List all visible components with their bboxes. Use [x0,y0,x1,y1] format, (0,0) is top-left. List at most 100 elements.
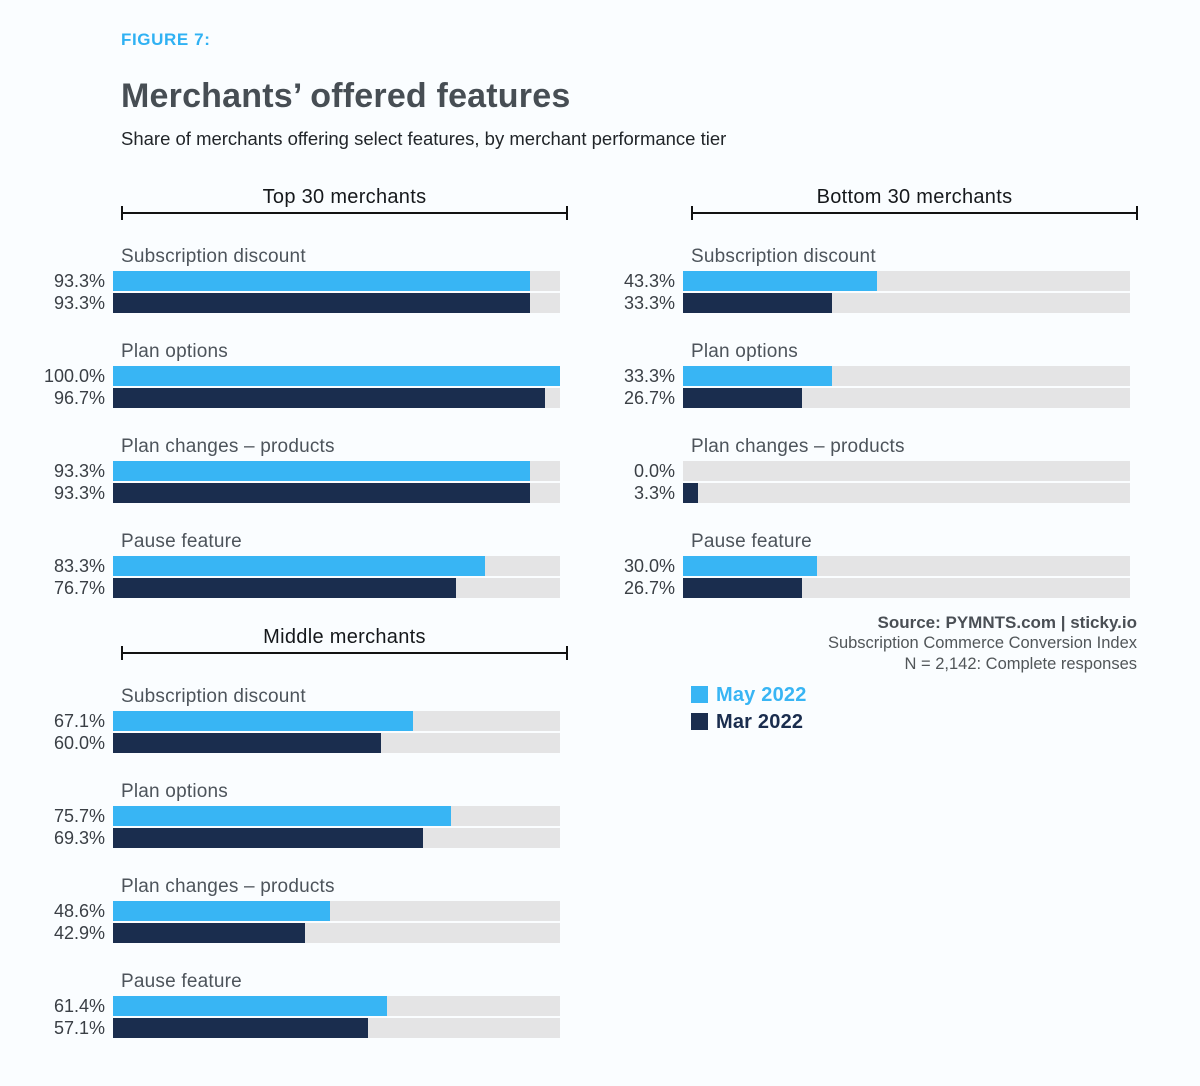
group-header-middle-merchants: Middle merchants [121,626,568,660]
bar-fill-mar-2022 [113,483,531,503]
bar-row-mar-2022: 69.3% [0,828,568,848]
bar-track [113,733,560,753]
bar-fill-may-2022 [113,806,452,826]
bar-value: 93.3% [53,271,105,291]
legend-swatch-icon [691,713,708,730]
bar-value: 93.3% [53,293,105,313]
bar-value: 26.7% [623,388,675,408]
bar-row-may-2022: 43.3% [570,271,1200,291]
bar-track [683,461,1130,481]
bar-row-may-2022: 48.6% [0,901,568,921]
bar-row-mar-2022: 33.3% [570,293,1200,313]
bar-track [113,923,560,943]
bar-track [113,578,560,598]
bar-fill-may-2022 [683,556,818,576]
bar-value: 26.7% [623,578,675,598]
bar-track [113,806,560,826]
bar-value: 69.3% [53,828,105,848]
bar-row-mar-2022: 93.3% [0,483,568,503]
bar-fill-may-2022 [113,366,560,386]
legend-item-mar-2022: Mar 2022 [691,710,1137,733]
bar-fill-mar-2022 [683,293,832,313]
legend-label: Mar 2022 [716,710,804,733]
bar-track [113,556,560,576]
bar-fill-may-2022 [113,996,388,1016]
group-middle-merchants: Middle merchants Subscription discount 67.… [0,626,568,1038]
bar-value: 0.0% [633,461,675,481]
bar-row-mar-2022: 60.0% [0,733,568,753]
bar-track [683,388,1130,408]
feature-label: Subscription discount [121,246,306,267]
bar-row-may-2022: 93.3% [0,461,568,481]
bar-track [113,366,560,386]
bar-row-mar-2022: 26.7% [570,578,1200,598]
feature-label: Plan options [121,341,228,362]
feature-label: Plan options [121,781,228,802]
bar-value: 3.3% [633,483,675,503]
bar-fill-may-2022 [113,901,331,921]
bar-value: 30.0% [623,556,675,576]
bar-track [113,271,560,291]
feature-label: Plan changes – products [691,436,905,457]
bar-value: 48.6% [53,901,105,921]
feature-label: Plan changes – products [121,436,335,457]
feature-pause-feature: Pause feature 30.0% 26.7% [570,531,1200,598]
group-title: Middle merchants [263,626,426,648]
source-block: Source: PYMNTS.com | sticky.io Subscript… [570,612,1137,675]
group-header-bottom-30-merchants: Bottom 30 merchants [691,186,1138,220]
meta-block: Source: PYMNTS.com | sticky.io Subscript… [570,612,1137,733]
legend: May 2022 Mar 2022 [570,685,1137,733]
bar-row-may-2022: 61.4% [0,996,568,1016]
bar-value: 57.1% [53,1018,105,1038]
feature-pause-feature: Pause feature 83.3% 76.7% [0,531,568,598]
bar-fill-mar-2022 [683,483,698,503]
bar-value: 100.0% [43,366,105,386]
feature-subscription-discount: Subscription discount 67.1% 60.0% [0,686,568,753]
figure-label: FIGURE 7: [121,30,211,49]
feature-label: Plan options [691,341,798,362]
bar-value: 83.3% [53,556,105,576]
feature-label: Pause feature [121,971,242,992]
bar-fill-mar-2022 [113,733,382,753]
bar-track [113,293,560,313]
feature-subscription-discount: Subscription discount 93.3% 93.3% [0,246,568,313]
bar-fill-may-2022 [113,556,486,576]
bar-track [113,711,560,731]
bar-value: 75.7% [53,806,105,826]
feature-plan-changes-products: Plan changes – products 0.0% 3.3% [570,436,1200,503]
left-column: Top 30 merchants Subscription discount 93.… [0,186,568,1066]
bar-fill-mar-2022 [683,388,803,408]
feature-label: Subscription discount [691,246,876,267]
bar-track [113,483,560,503]
bar-track [113,461,560,481]
feature-plan-changes-products: Plan changes – products 93.3% 93.3% [0,436,568,503]
group-bracket [691,206,1138,220]
source-sample-size: N = 2,142: Complete responses [904,655,1137,673]
bar-value: 60.0% [53,733,105,753]
feature-plan-changes-products: Plan changes – products 48.6% 42.9% [0,876,568,943]
bar-row-may-2022: 67.1% [0,711,568,731]
bar-value: 76.7% [53,578,105,598]
bar-value: 61.4% [53,996,105,1016]
bar-fill-mar-2022 [113,293,531,313]
bar-fill-mar-2022 [683,578,803,598]
bar-row-may-2022: 0.0% [570,461,1200,481]
bar-value: 42.9% [53,923,105,943]
right-column: Bottom 30 merchants Subscription discount… [570,186,1200,740]
bar-track [113,388,560,408]
feature-subscription-discount: Subscription discount 43.3% 33.3% [570,246,1200,313]
figure-subtitle: Share of merchants offering select featu… [121,128,727,149]
bar-row-mar-2022: 57.1% [0,1018,568,1038]
feature-label: Pause feature [691,531,812,552]
bar-value: 96.7% [53,388,105,408]
bar-row-mar-2022: 42.9% [0,923,568,943]
group-title: Bottom 30 merchants [816,186,1013,208]
bar-value: 93.3% [53,483,105,503]
bar-row-may-2022: 93.3% [0,271,568,291]
group-title: Top 30 merchants [262,186,427,208]
bar-track [683,556,1130,576]
page-title: Merchants’ offered features [121,77,571,115]
bar-value: 67.1% [53,711,105,731]
bar-fill-mar-2022 [113,923,305,943]
